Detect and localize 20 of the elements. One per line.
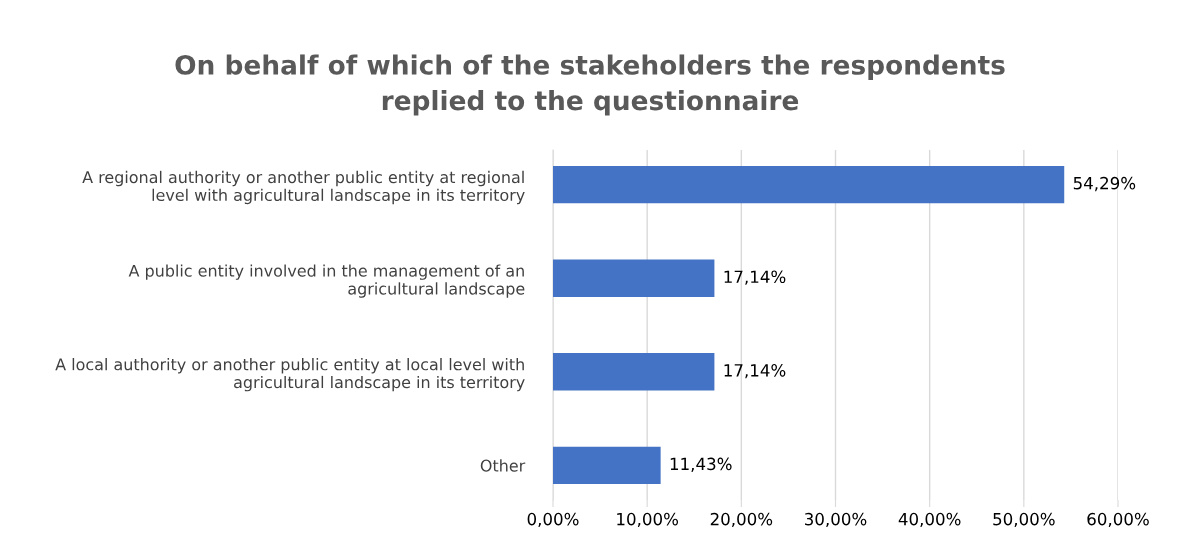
bar	[553, 446, 661, 485]
data-label: 11,43%	[670, 457, 732, 472]
bar	[553, 259, 715, 297]
bar	[553, 165, 1065, 204]
y-tick-label: A local authority or another public entity at local level with agricultural landscape in its territory	[55, 357, 525, 392]
x-tick-label: 0,00%	[527, 512, 579, 528]
x-tick-label: 20,00%	[710, 512, 773, 528]
x-tick-label: 10,00%	[617, 512, 679, 528]
data-label: 17,14%	[724, 270, 786, 285]
data-label: 17,14%	[724, 364, 786, 379]
x-tick-label: 50,00%	[993, 512, 1055, 528]
x-tick-label: 60,00%	[1087, 512, 1149, 528]
y-tick-label: Other	[480, 459, 526, 472]
bar	[553, 353, 715, 391]
data-label: 54,29%	[1073, 176, 1136, 192]
chart-title: On behalf of which of the stakeholders the respondents replied to the questionnaire	[175, 54, 1005, 116]
y-tick-label: A public entity involved in the management of an agricultural landscape	[128, 264, 525, 298]
x-tick-label: 40,00%	[898, 512, 961, 528]
y-tick-label: A regional authority or another public entity at regional level with agricultural landscape in its territory	[82, 170, 525, 205]
x-tick-label: 30,00%	[805, 512, 867, 528]
